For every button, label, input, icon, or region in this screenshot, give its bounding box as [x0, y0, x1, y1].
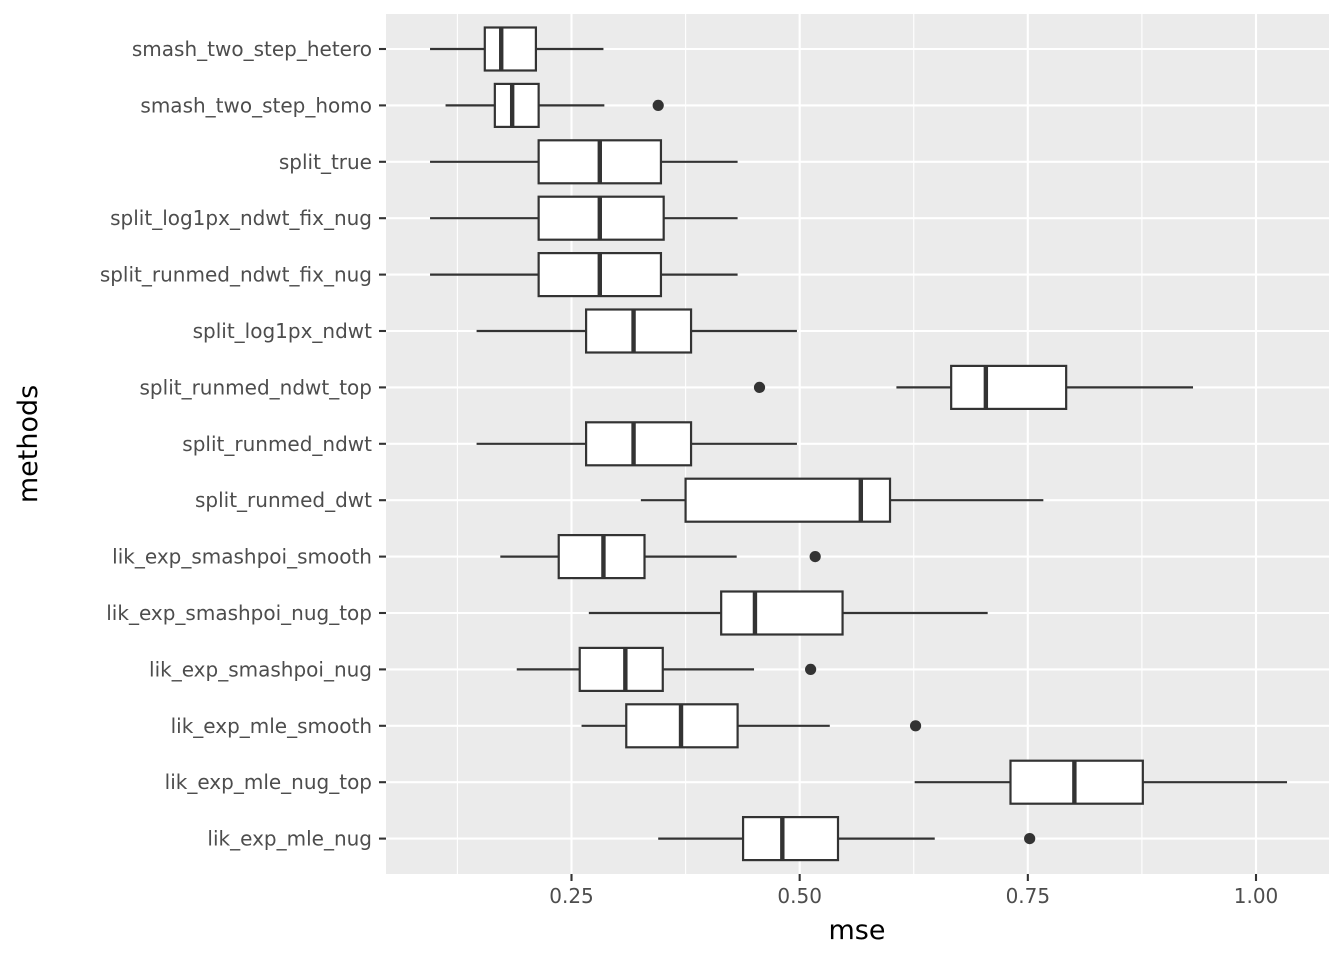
y-axis: smash_two_step_hetero smash_two_step_homo…: [100, 37, 386, 851]
boxes: [430, 26, 1288, 862]
y-tick-label: split_runmed_ndwt_fix_nug: [100, 263, 372, 287]
y-tick-label: smash_two_step_homo: [140, 93, 372, 117]
outlier-point: [652, 99, 664, 111]
iqr-box: [720, 590, 844, 636]
y-tick-label: lik_exp_smashpoi_nug: [149, 657, 372, 681]
box-split_log1px_ndwt_fix_nug: [430, 195, 738, 241]
x-axis-title: mse: [829, 915, 886, 946]
y-axis-title: methods: [13, 385, 44, 503]
iqr-box: [1009, 759, 1144, 805]
box-split_log1px_ndwt: [476, 308, 797, 354]
outlier-point: [753, 381, 766, 393]
iqr-box: [483, 26, 538, 72]
y-tick-label: split_runmed_ndwt: [182, 432, 372, 456]
box-smash_two_step_hetero: [430, 26, 604, 72]
y-tick-label: split_log1px_ndwt: [193, 319, 373, 343]
y-tick-label: lik_exp_mle_nug: [207, 827, 372, 851]
iqr-box: [493, 82, 540, 129]
iqr-box: [950, 364, 1068, 410]
x-tick-label: 0.50: [777, 884, 822, 908]
x-tick-label: 1.00: [1234, 884, 1279, 908]
y-tick-label: lik_exp_smashpoi_smooth: [112, 545, 372, 569]
box-split_true: [430, 139, 738, 185]
y-tick-label: split_runmed_ndwt_top: [140, 375, 372, 399]
box-lik_exp_smashpoi_smooth: [500, 533, 821, 580]
x-tick-label: 0.25: [549, 884, 594, 908]
y-tick-label: lik_exp_mle_nug_top: [165, 770, 372, 794]
iqr-box: [585, 421, 693, 467]
y-tick-label: lik_exp_smashpoi_nug_top: [106, 601, 372, 625]
iqr-box: [578, 646, 664, 693]
outlier-point: [809, 551, 821, 563]
y-tick-label: split_true: [279, 150, 372, 174]
outlier-point: [1024, 833, 1036, 845]
box-split_runmed_ndwt_top: [753, 364, 1194, 410]
y-tick-label: split_log1px_ndwt_fix_nug: [110, 206, 372, 230]
iqr-box: [741, 815, 840, 862]
box-split_runmed_dwt: [640, 477, 1044, 523]
x-axis: 0.25 0.50 0.75 1.00: [549, 874, 1278, 908]
box-lik_exp_smashpoi_nug: [516, 646, 817, 693]
box-split_runmed_ndwt: [476, 421, 797, 467]
box-lik_exp_mle_nug_top: [914, 759, 1288, 805]
outlier-point: [805, 663, 817, 676]
box-lik_exp_mle_nug: [658, 815, 1036, 862]
iqr-box: [585, 308, 693, 354]
outlier-point: [909, 720, 922, 732]
box-split_runmed_ndwt_fix_nug: [430, 252, 738, 298]
box-lik_exp_smashpoi_nug_top: [588, 590, 988, 636]
y-tick-label: smash_two_step_hetero: [132, 37, 372, 61]
y-tick-label: lik_exp_mle_smooth: [171, 714, 372, 738]
y-tick-label: split_runmed_dwt: [195, 488, 372, 512]
box-smash_two_step_homo: [445, 82, 664, 129]
iqr-box: [684, 477, 892, 523]
x-tick-label: 0.75: [1006, 884, 1051, 908]
box-lik_exp_mle_smooth: [581, 703, 922, 749]
